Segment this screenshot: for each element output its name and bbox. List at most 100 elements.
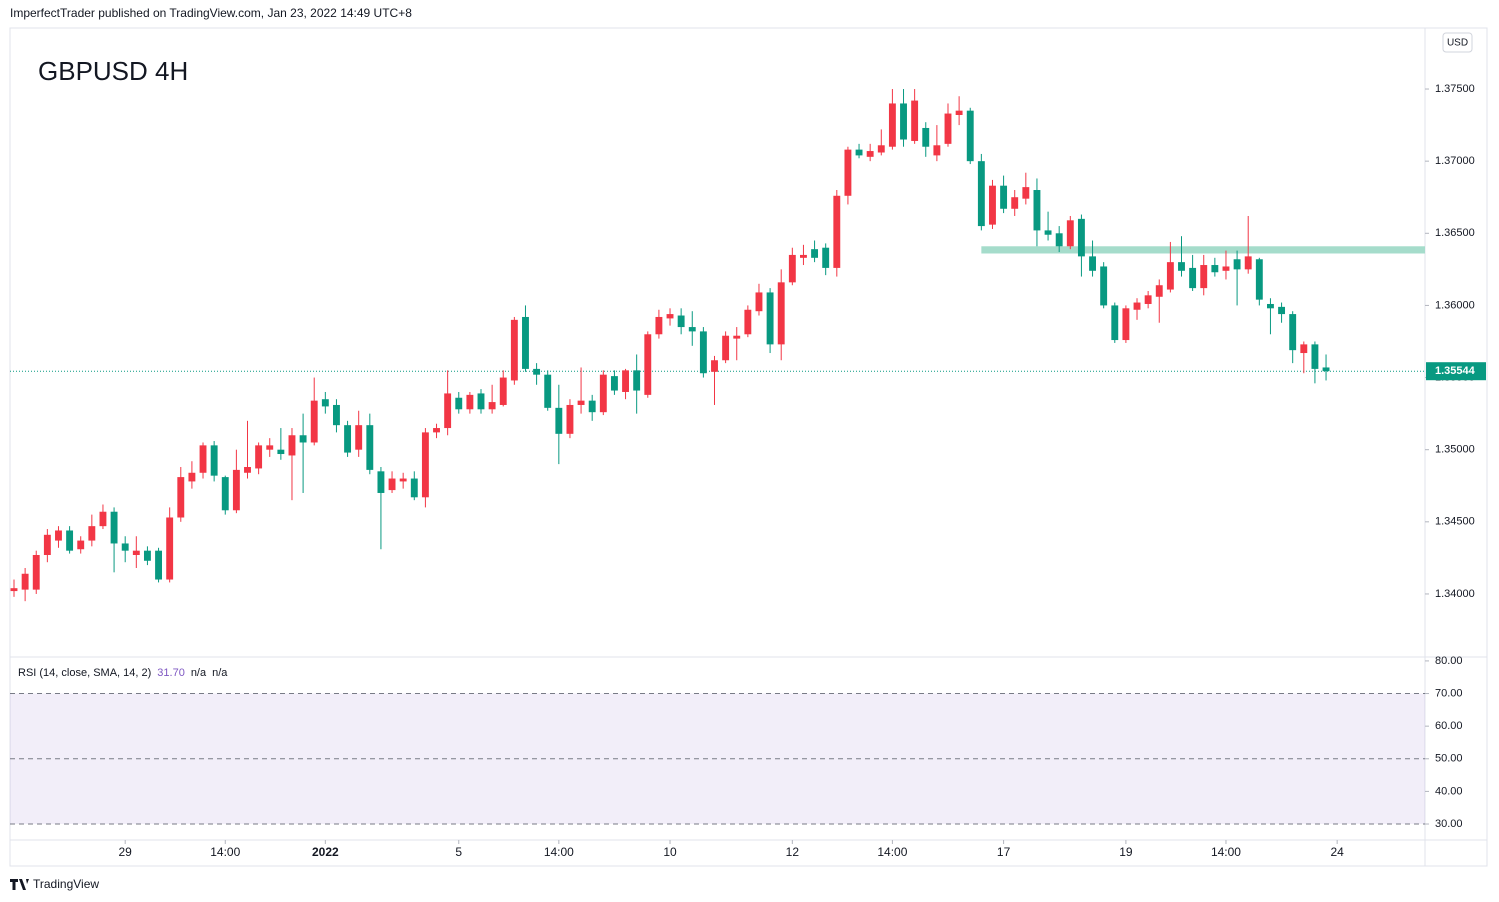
x-tick-label: 12	[786, 845, 800, 859]
candle-body	[1311, 344, 1319, 369]
last-price-label: 1.35544	[1435, 365, 1476, 377]
candle-body	[132, 550, 140, 556]
y-tick-label: 1.37000	[1435, 155, 1475, 167]
candle-body	[822, 247, 830, 268]
candle-body	[1011, 197, 1019, 209]
x-tick-label: 24	[1330, 845, 1344, 859]
candle-body	[1300, 344, 1308, 354]
x-tick-label: 5	[455, 845, 462, 859]
candle-body	[1111, 305, 1119, 341]
price-pane: 1.340001.345001.350001.355001.360001.365…	[10, 83, 1486, 859]
candle-body	[199, 445, 207, 473]
rsi-legend: RSI (14, close, SMA, 14, 2)	[18, 667, 151, 679]
candle-body	[388, 478, 396, 491]
candle-body	[722, 335, 730, 361]
chart-title: GBPUSD 4H	[38, 56, 188, 86]
y-tick-label: 1.34500	[1435, 516, 1475, 528]
candle-body	[421, 432, 429, 498]
candle-body	[599, 374, 607, 413]
candle-body	[610, 376, 618, 391]
candle-body	[1033, 190, 1041, 231]
candle-body	[1266, 303, 1274, 309]
candle-body	[633, 370, 641, 391]
candle-body	[955, 110, 963, 115]
candle-body	[744, 309, 752, 335]
candle-body	[221, 477, 229, 511]
candle-body	[544, 374, 552, 408]
rsi-band	[10, 693, 1425, 825]
candle-body	[711, 360, 718, 372]
candle-body	[77, 540, 85, 550]
candle-body	[933, 145, 941, 156]
support-zone	[981, 246, 1425, 254]
candle-body	[1200, 265, 1208, 289]
candle-body	[977, 161, 985, 227]
currency[interactable]: USD	[1447, 38, 1468, 49]
candle-body	[466, 394, 474, 410]
rsi-na: n/a	[191, 667, 207, 679]
candle-body	[1144, 295, 1152, 304]
candle-body	[55, 530, 62, 541]
y-tick-label: 50.00	[1435, 753, 1463, 765]
candle-body	[488, 402, 496, 410]
y-tick-label: 1.34000	[1435, 588, 1475, 600]
currency-badge[interactable]	[1442, 32, 1473, 53]
candle-body	[1166, 262, 1174, 290]
candle-body	[755, 292, 763, 312]
candle-body	[43, 534, 51, 556]
y-tick-label: 1.37500	[1435, 83, 1475, 95]
candle-body	[155, 550, 162, 580]
candle-body	[1244, 256, 1252, 270]
x-tick-label: 10	[663, 845, 677, 859]
candle-body	[32, 555, 40, 590]
candle-body	[1322, 367, 1330, 372]
x-tick-label: 19	[1119, 845, 1133, 859]
candle-body	[1155, 285, 1163, 297]
candle-body	[533, 368, 541, 375]
candle-body	[733, 335, 741, 339]
candle-body	[399, 478, 407, 482]
candle-body	[1211, 265, 1219, 273]
candle-body	[922, 127, 930, 147]
candle-body	[555, 407, 563, 434]
candle-body	[1133, 302, 1141, 310]
candle-body	[588, 400, 596, 413]
candle-body	[310, 400, 318, 443]
candle-body	[900, 103, 907, 140]
candle-body	[288, 435, 296, 456]
x-tick-label: 14:00	[877, 845, 907, 859]
candle-body	[844, 149, 852, 196]
candle-body	[1289, 314, 1297, 351]
candle-body	[110, 511, 118, 544]
candle-body	[677, 315, 685, 328]
candle-body	[666, 314, 674, 319]
candle-body	[1278, 306, 1286, 315]
candle-body	[877, 145, 885, 153]
candle-body	[188, 472, 196, 482]
candle-body	[833, 195, 841, 268]
candle-body	[321, 399, 329, 407]
y-tick-label: 70.00	[1435, 687, 1463, 699]
candle-body	[1077, 218, 1085, 257]
candle-body	[88, 526, 96, 541]
candle-body	[966, 110, 974, 162]
candle-body	[444, 393, 452, 429]
candle-body	[522, 316, 529, 369]
candle-body	[299, 435, 307, 443]
candle-body	[455, 397, 463, 410]
candle-body	[510, 319, 518, 381]
x-tick-label: 29	[119, 845, 133, 859]
candle-body	[377, 471, 385, 493]
candle-body	[1100, 266, 1108, 306]
y-tick-label: 40.00	[1435, 785, 1463, 797]
candle-body	[655, 316, 663, 335]
candle-body	[10, 588, 18, 592]
candle-body	[210, 445, 218, 476]
x-tick-label: 2022	[312, 845, 339, 859]
candle-body	[622, 370, 629, 392]
candle-body	[177, 477, 185, 518]
candle-body	[143, 550, 151, 561]
candle-body	[410, 478, 418, 498]
